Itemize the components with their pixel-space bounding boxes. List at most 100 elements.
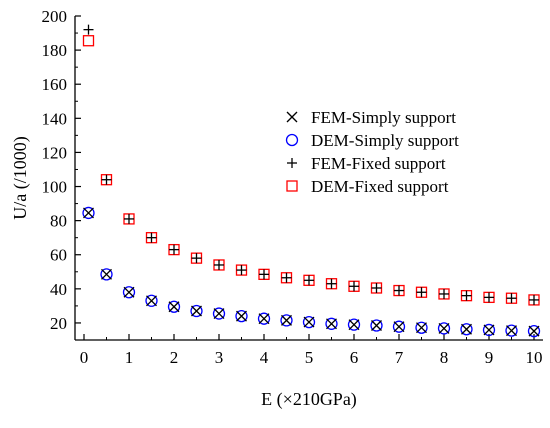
x-axis-label: E (×210GPa)	[261, 389, 357, 410]
y-tick-label: 180	[42, 41, 68, 60]
data-point	[371, 320, 382, 331]
data-point	[326, 278, 337, 289]
y-tick-label: 60	[50, 246, 67, 265]
legend-label: DEM-Simply support	[311, 131, 459, 150]
data-point	[236, 310, 247, 322]
data-point	[506, 293, 517, 304]
legend-label: FEM-Simply support	[311, 108, 456, 127]
data-point	[83, 207, 94, 219]
data-point	[167, 300, 181, 313]
data-point	[483, 324, 495, 336]
series-x	[83, 207, 540, 337]
data-point	[146, 295, 157, 307]
data-point	[100, 268, 113, 281]
data-point	[438, 322, 450, 334]
data-point	[349, 281, 359, 292]
data-point	[505, 324, 518, 337]
x-tick-label: 5	[305, 348, 314, 367]
data-point	[281, 314, 292, 326]
data-point	[529, 294, 539, 305]
data-point	[506, 325, 517, 337]
y-tick-label: 20	[50, 314, 67, 333]
data-point	[348, 319, 360, 331]
data-point	[169, 244, 179, 255]
data-point	[302, 315, 316, 329]
data-point	[528, 325, 540, 337]
x-tick-label: 8	[440, 348, 449, 367]
data-point	[191, 305, 202, 317]
legend: FEM-Simply support DEM-Simply support FEM-…	[285, 108, 459, 196]
data-point	[257, 312, 271, 325]
y-tick-label: 200	[42, 7, 68, 26]
x-tick-label: 9	[485, 348, 494, 367]
series-plus	[83, 24, 539, 305]
data-point	[258, 313, 270, 325]
data-point	[347, 318, 361, 331]
data-point	[416, 287, 427, 298]
data-point	[281, 272, 292, 283]
data-point	[83, 24, 94, 35]
data-point	[437, 322, 451, 335]
legend-marker	[285, 133, 299, 147]
data-point	[212, 307, 226, 320]
x-tick-label: 6	[350, 348, 359, 367]
data-point	[235, 309, 248, 323]
x-tick-label: 7	[395, 348, 404, 367]
data-point	[370, 319, 383, 332]
data-point	[101, 174, 112, 185]
data-point	[394, 285, 404, 296]
data-point	[214, 259, 224, 270]
data-point	[191, 253, 202, 264]
legend-marker	[286, 180, 298, 192]
data-point	[371, 282, 382, 293]
data-point	[303, 316, 315, 328]
data-point	[416, 322, 427, 334]
data-point	[325, 317, 338, 330]
data-point	[122, 286, 136, 299]
x-tick-label: 1	[125, 348, 134, 367]
x-tick-label: 4	[260, 348, 269, 367]
x-tick-label: 3	[215, 348, 224, 367]
legend-marker	[286, 111, 298, 123]
data-point	[415, 321, 428, 334]
data-point	[439, 288, 449, 299]
data-point	[190, 304, 203, 318]
data-point	[527, 324, 541, 338]
data-point	[82, 206, 95, 220]
data-point	[392, 320, 406, 333]
data-point	[123, 286, 135, 298]
y-tick-label: 120	[42, 143, 68, 162]
x-tick-label: 2	[170, 348, 179, 367]
data-point	[124, 213, 134, 224]
x-tick-label: 10	[526, 348, 543, 367]
data-point	[101, 268, 112, 280]
data-point	[213, 308, 225, 320]
data-marks	[82, 24, 541, 338]
legend-label: DEM-Fixed support	[311, 177, 449, 196]
data-point	[236, 265, 247, 276]
data-point	[461, 323, 472, 335]
data-point	[145, 294, 158, 307]
axes: 20 40 60 80 100 120 140 160 180 200 0 1 2 3 4 5 6 7 8 9 10	[42, 7, 543, 367]
data-point	[461, 290, 472, 301]
data-point	[259, 269, 269, 280]
series-circle	[82, 206, 541, 338]
y-tick-label: 40	[50, 280, 67, 299]
legend-label: FEM-Fixed support	[311, 154, 446, 173]
data-point	[482, 323, 496, 337]
data-point	[280, 314, 293, 327]
y-tick-label: 140	[42, 109, 68, 128]
y-tick-label: 80	[50, 212, 67, 231]
data-point	[146, 232, 157, 243]
data-point	[326, 318, 337, 330]
data-point	[393, 321, 405, 333]
data-point	[304, 275, 314, 286]
data-point	[484, 292, 494, 303]
data-point	[460, 323, 473, 336]
legend-marker	[287, 158, 297, 168]
x-tick-label: 0	[80, 348, 89, 367]
y-tick-label: 100	[42, 178, 68, 197]
data-point	[168, 301, 180, 313]
data-point	[82, 35, 95, 47]
